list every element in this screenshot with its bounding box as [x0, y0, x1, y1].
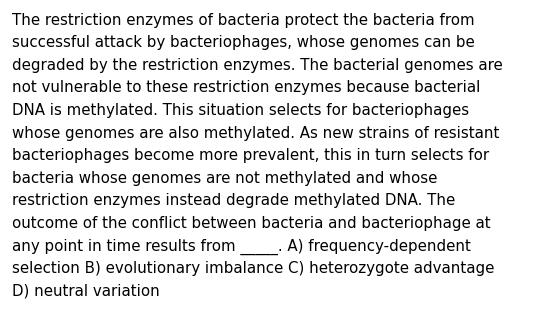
Text: whose genomes are also methylated. As new strains of resistant: whose genomes are also methylated. As ne… [12, 126, 499, 141]
Text: degraded by the restriction enzymes. The bacterial genomes are: degraded by the restriction enzymes. The… [12, 58, 503, 73]
Text: D) neutral variation: D) neutral variation [12, 284, 160, 299]
Text: outcome of the conflict between bacteria and bacteriophage at: outcome of the conflict between bacteria… [12, 216, 491, 231]
Text: any point in time results from _____. A) frequency-dependent: any point in time results from _____. A)… [12, 239, 471, 255]
Text: DNA is methylated. This situation selects for bacteriophages: DNA is methylated. This situation select… [12, 103, 469, 118]
Text: The restriction enzymes of bacteria protect the bacteria from: The restriction enzymes of bacteria prot… [12, 13, 475, 28]
Text: successful attack by bacteriophages, whose genomes can be: successful attack by bacteriophages, who… [12, 35, 475, 50]
Text: restriction enzymes instead degrade methylated DNA. The: restriction enzymes instead degrade meth… [12, 193, 455, 208]
Text: selection B) evolutionary imbalance C) heterozygote advantage: selection B) evolutionary imbalance C) h… [12, 261, 494, 276]
Text: bacteria whose genomes are not methylated and whose: bacteria whose genomes are not methylate… [12, 171, 437, 186]
Text: not vulnerable to these restriction enzymes because bacterial: not vulnerable to these restriction enzy… [12, 80, 480, 95]
Text: bacteriophages become more prevalent, this in turn selects for: bacteriophages become more prevalent, th… [12, 148, 489, 163]
